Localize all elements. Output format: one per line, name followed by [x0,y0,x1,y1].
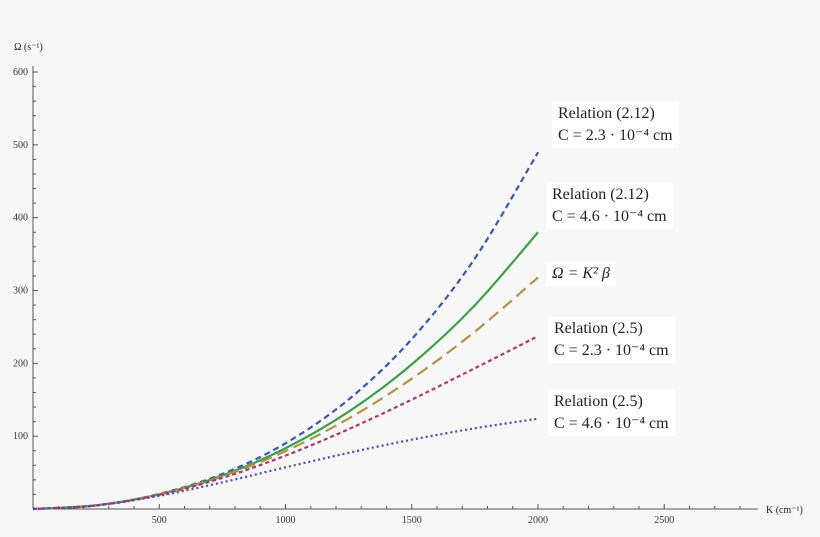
legend-line1: Relation (2.12) [552,186,649,203]
y-tick-label: 100 [13,431,28,442]
y-axis-label: Ω (s⁻¹) [14,42,43,53]
legend-label-relation-2-12-c23: Relation (2.12) C = 2.3 · 10⁻⁴ cm [552,102,679,148]
series-line-2 [32,276,539,511]
x-tick-label: 500 [152,515,167,526]
legend-line1: Relation (2.5) [554,320,643,337]
x-tick-label: 1000 [276,515,296,526]
legend-line2: C = 4.6 · 10⁻⁴ cm [552,208,667,225]
legend-line1: Relation (2.12) [558,105,655,122]
y-tick-label: 300 [13,286,28,297]
legend-line2: C = 2.3 · 10⁻⁴ cm [554,342,669,359]
y-tick-label: 200 [13,358,28,369]
legend-label-relation-2-12-c46: Relation (2.12) C = 4.6 · 10⁻⁴ cm [546,183,673,229]
x-tick-label: 2000 [528,515,548,526]
legend-label-relation-2-5-c23: Relation (2.5) C = 2.3 · 10⁻⁴ cm [548,317,675,363]
x-tick-label: 2500 [654,515,674,526]
x-axis-label: K (cm⁻¹) [766,505,803,516]
x-tick-label: 1500 [402,515,422,526]
legend-line1: Relation (2.5) [554,393,643,410]
y-tick-label: 500 [13,140,28,151]
series-line-4 [32,417,539,511]
legend-label-k2-beta: Ω = K² β [546,262,616,286]
y-tick-label: 600 [13,67,28,78]
legend-line2: C = 4.6 · 10⁻⁴ cm [554,415,669,432]
legend-label-relation-2-5-c46: Relation (2.5) C = 4.6 · 10⁻⁴ cm [548,390,675,436]
legend-line2: C = 2.3 · 10⁻⁴ cm [558,127,673,144]
y-tick-label: 400 [13,213,28,224]
legend-line1: Ω = K² β [552,265,610,282]
series-line-3 [32,335,539,511]
